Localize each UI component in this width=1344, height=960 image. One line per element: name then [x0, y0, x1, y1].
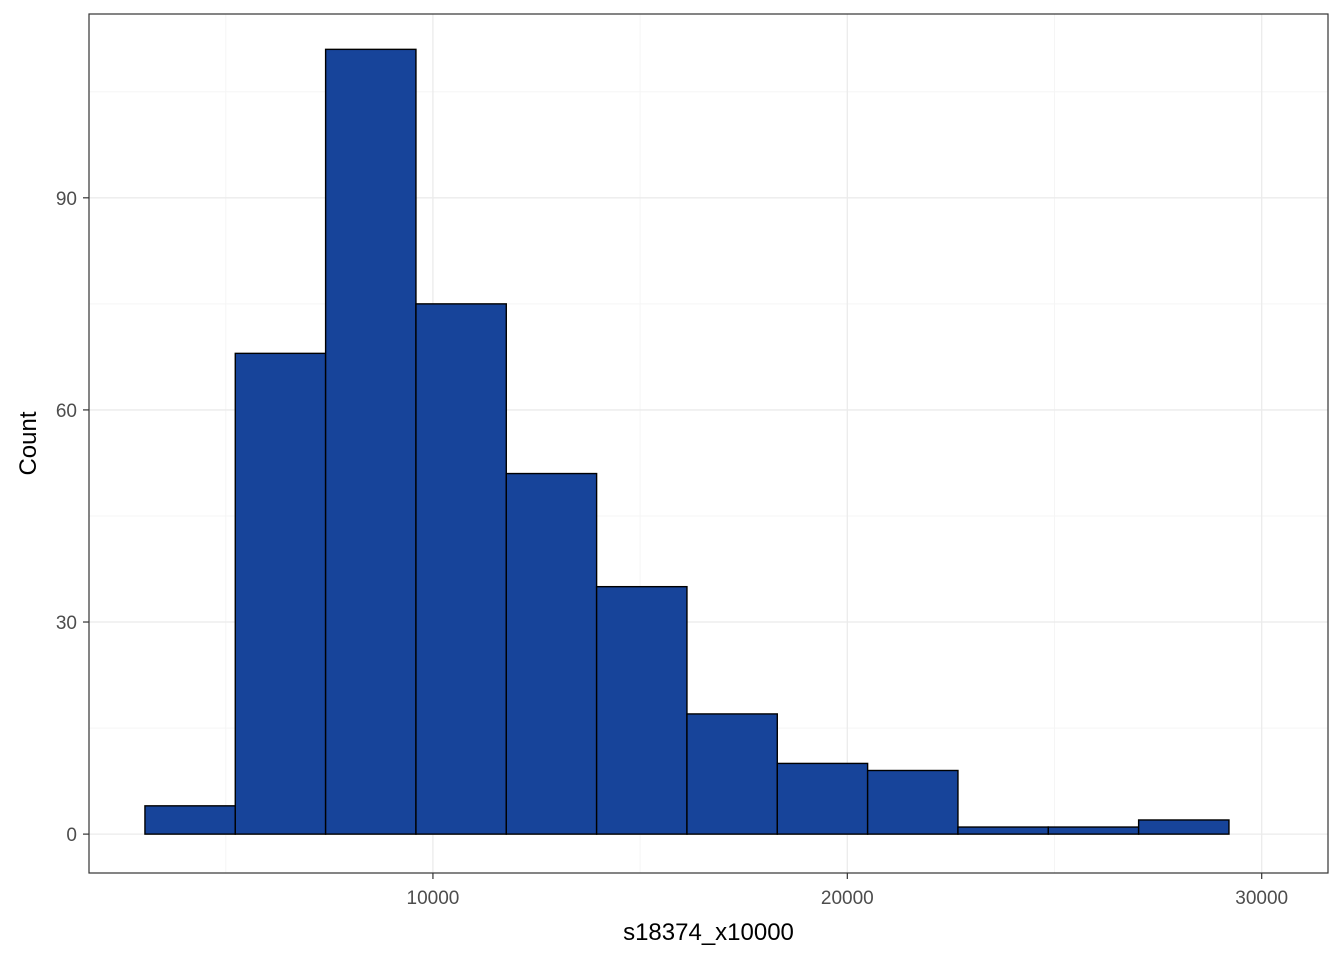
y-tick-label-2: 60	[56, 401, 77, 422]
y-tick-label-1: 30	[56, 613, 77, 634]
histogram-bars	[144, 48, 1230, 835]
histogram-bar-4	[505, 472, 598, 835]
histogram-bar-2	[324, 48, 417, 835]
x-axis-title: s18374_x10000	[623, 919, 794, 946]
histogram-bar-7	[776, 762, 869, 835]
histogram-bar-8	[866, 769, 959, 835]
histogram-bar-6	[686, 713, 778, 835]
histogram-bar-1	[234, 352, 327, 835]
y-tick-label-0: 0	[66, 825, 77, 846]
y-tick-label-3: 90	[56, 189, 77, 210]
histogram-bar-9	[957, 826, 1049, 835]
histogram-bar-5	[595, 585, 688, 835]
histogram-bar-10	[1047, 826, 1140, 835]
histogram-bar-3	[415, 303, 507, 835]
x-tick-label-0: 10000	[407, 888, 460, 909]
x-tick-label-2: 30000	[1235, 888, 1288, 909]
y-axis-ticks: 0 30 60 90	[56, 189, 89, 846]
histogram-bar-11	[1137, 819, 1230, 835]
y-axis-title: Count	[15, 411, 42, 475]
histogram-bar-0	[144, 805, 236, 835]
x-tick-label-1: 20000	[821, 888, 874, 909]
x-axis-ticks: 10000 20000 30000	[407, 873, 1288, 909]
panel-border	[88, 13, 1329, 874]
